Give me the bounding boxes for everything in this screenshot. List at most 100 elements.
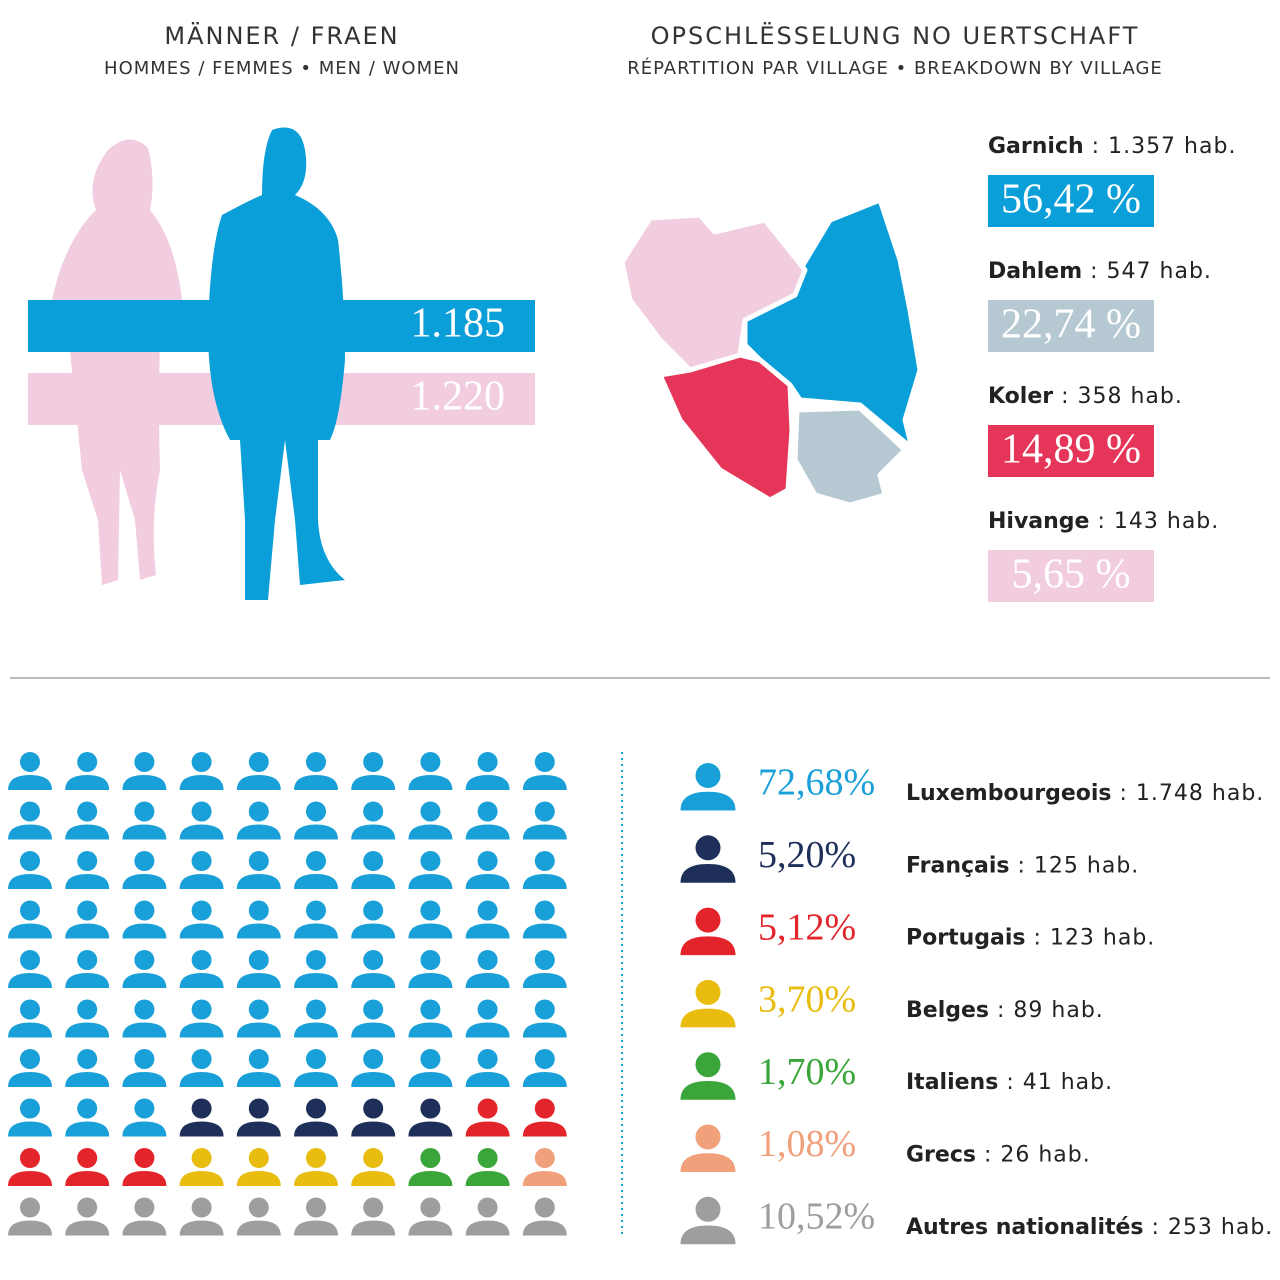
icon-head: [420, 1148, 441, 1168]
icon-body: [65, 775, 110, 790]
icon-head: [306, 1148, 326, 1168]
icon-head: [363, 950, 384, 970]
grid-icon: [8, 1197, 52, 1236]
icon-head: [695, 1196, 721, 1222]
village-label: Koler : 358 hab.: [988, 384, 1183, 409]
grid-icon: [8, 752, 52, 790]
grid-icon: [294, 801, 338, 840]
icon-head: [191, 1049, 212, 1069]
grid-icon: [294, 1148, 338, 1186]
grid-icon: [465, 1049, 510, 1087]
icon-head: [420, 801, 441, 822]
icon-body: [65, 874, 110, 889]
icon-body: [179, 1022, 224, 1038]
icon-head: [534, 752, 555, 772]
grid-icon: [294, 999, 338, 1038]
icon-head: [191, 900, 212, 921]
icon-body: [680, 1008, 736, 1028]
icon-head: [534, 999, 555, 1020]
icon-head: [20, 900, 40, 921]
icon-head: [191, 1098, 212, 1119]
icon-head: [134, 1049, 155, 1069]
grid-icon: [522, 950, 567, 988]
grid-icon: [465, 1197, 510, 1236]
icon-body: [294, 923, 338, 939]
icon-body: [351, 923, 396, 939]
grid-icon: [236, 999, 281, 1038]
grid-icon: [236, 950, 281, 988]
grid-icon: [465, 752, 510, 790]
grid-icon: [408, 1197, 453, 1236]
grid-icon: [465, 1148, 510, 1186]
grid-icon: [408, 1049, 453, 1087]
grid-icon: [8, 1049, 52, 1087]
icon-head: [134, 950, 155, 970]
icon-head: [134, 1148, 155, 1168]
icon-head: [695, 979, 721, 1005]
grid-icon: [122, 900, 167, 939]
icon-body: [236, 973, 281, 988]
icon-body: [65, 1171, 110, 1186]
icon-head: [420, 999, 441, 1020]
grid-icon: [122, 999, 167, 1038]
icon-body: [122, 1121, 167, 1137]
icon-body: [236, 775, 281, 790]
legend-icon: [680, 835, 736, 883]
icon-head: [363, 900, 384, 921]
grid-icon: [465, 1098, 510, 1137]
icon-body: [122, 1072, 167, 1087]
icon-head: [363, 1049, 384, 1069]
icon-head: [20, 999, 40, 1020]
nationality-share: 3,70%: [758, 979, 856, 1021]
icon-body: [8, 775, 52, 790]
icon-body: [122, 973, 167, 988]
nationality-detail: : 41 hab.: [1006, 1070, 1113, 1095]
grid-icon: [65, 900, 110, 939]
grid-icon: [179, 801, 224, 840]
village-name: Hivange: [988, 509, 1089, 534]
icon-body: [408, 973, 453, 988]
icon-body: [8, 1171, 52, 1186]
grid-icon: [122, 1049, 167, 1087]
grid-icon: [408, 1098, 453, 1137]
icon-head: [695, 1124, 721, 1150]
icon-body: [65, 1220, 110, 1236]
icon-body: [465, 923, 510, 939]
icon-head: [363, 1098, 384, 1119]
grid-icon: [294, 851, 338, 889]
grid-icon: [522, 1197, 567, 1236]
nationality-detail: : 1.748 hab.: [1120, 781, 1265, 806]
icon-body: [236, 874, 281, 889]
village-detail: : 358 hab.: [1061, 384, 1183, 409]
village-name: Koler: [988, 384, 1053, 409]
icon-head: [77, 1197, 98, 1218]
icon-head: [77, 801, 98, 822]
grid-icon: [8, 801, 52, 840]
grid-icon: [465, 851, 510, 889]
village-detail: : 547 hab.: [1090, 259, 1212, 284]
legend-icon: [680, 1052, 736, 1100]
nationality-share: 1,70%: [758, 1051, 856, 1093]
icon-head: [534, 1148, 555, 1168]
icon-head: [420, 1197, 441, 1218]
icon-head: [248, 1098, 269, 1119]
icon-body: [65, 824, 110, 840]
nationality-label: Italiens: 41 hab.: [906, 1070, 1113, 1095]
village-title: OPSCHLËSSELUNG NO UERTSCHAFT: [651, 21, 1140, 50]
icon-head: [477, 1197, 498, 1218]
grid-icon: [236, 1098, 281, 1137]
icon-head: [477, 851, 498, 871]
village-detail: : 143 hab.: [1097, 509, 1219, 534]
icon-body: [294, 824, 338, 840]
grid-icon: [122, 1098, 167, 1137]
icon-body: [351, 1220, 396, 1236]
icon-head: [77, 950, 98, 970]
icon-body: [179, 874, 224, 889]
grid-icon: [351, 1148, 396, 1186]
icon-body: [351, 874, 396, 889]
icon-body: [522, 824, 567, 840]
icon-body: [65, 1072, 110, 1087]
icon-head: [420, 1098, 441, 1119]
icon-body: [179, 775, 224, 790]
